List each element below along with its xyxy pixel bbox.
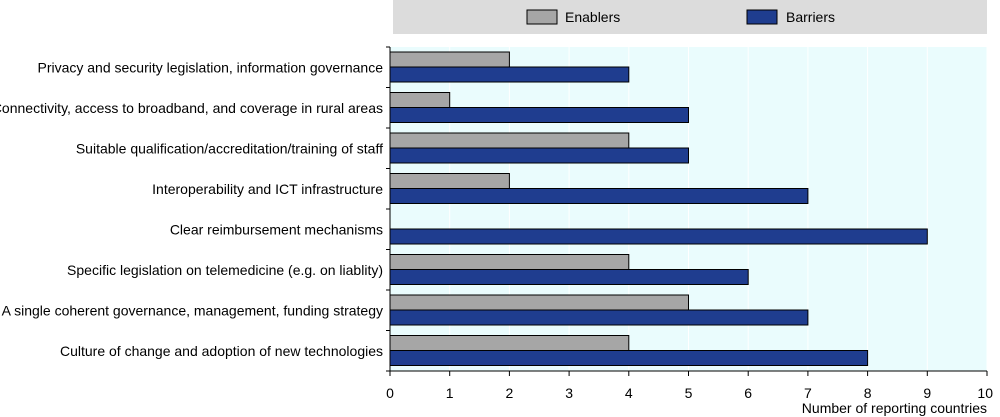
x-tick-label: 6 [744,385,752,401]
axes [386,46,988,376]
x-tick-label: 0 [386,385,394,401]
x-tick-labels: 0 1 2 3 4 5 6 7 8 9 10 [386,385,993,401]
x-tick-label: 9 [923,385,931,401]
bar-barriers [389,66,630,83]
bar-enablers [389,51,510,68]
category-label: Privacy and security legislation, inform… [37,59,383,75]
legend-label-enablers: Enablers [565,9,620,25]
bar-enablers [389,254,630,270]
bar-enablers [389,173,510,189]
bar-enablers [389,335,630,351]
category-label: Connectivity, access to broadband, and c… [0,100,383,116]
category-label: Specific legislation on telemedicine (e.… [67,262,383,278]
bars [389,51,928,366]
bar-barriers [389,309,809,326]
x-tick-label: 8 [864,385,872,401]
x-tick-label: 10 [977,385,993,401]
x-tick-label: 2 [506,385,514,401]
x-tick-label: 5 [685,385,693,401]
legend-swatch-enablers [526,9,558,25]
category-label: Clear reimbursement mechanisms [170,221,383,237]
legend: Enablers Barriers [526,9,835,25]
x-tick-label: 4 [625,385,633,401]
category-label: Interoperability and ICT infrastructure [152,181,383,197]
category-label: A single coherent governance, management… [2,302,383,318]
category-label: Suitable qualification/accreditation/tra… [76,140,383,156]
bar-barriers [389,228,928,245]
x-axis-title: Number of reporting countries [802,400,987,416]
x-tick-label: 7 [804,385,812,401]
legend-label-barriers: Barriers [786,9,835,25]
x-tick-label: 3 [565,385,573,401]
bar-enablers [389,294,689,311]
x-tick-label: 1 [446,385,454,401]
legend-background [393,0,987,34]
bar-barriers [389,147,689,164]
bar-barriers [389,350,869,366]
bar-barriers [389,269,749,285]
category-label: Culture of change and adoption of new te… [60,343,383,359]
bar-barriers [389,188,809,204]
bar-enablers [389,132,630,149]
bar-enablers [389,92,451,108]
bar-barriers [389,107,689,123]
category-labels: Privacy and security legislation, inform… [0,59,383,359]
legend-swatch-barriers [746,9,778,25]
